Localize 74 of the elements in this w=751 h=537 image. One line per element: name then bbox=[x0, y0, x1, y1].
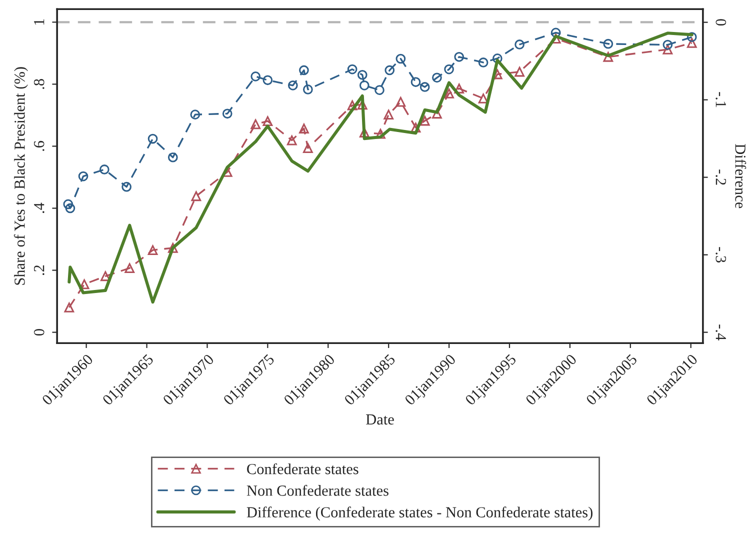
point bbox=[478, 94, 488, 104]
point bbox=[262, 75, 273, 86]
y-tick-label: 0 bbox=[34, 329, 44, 336]
point bbox=[603, 38, 614, 49]
legend-label: Non Confederate states bbox=[246, 484, 388, 496]
point bbox=[347, 100, 358, 110]
y-tick-label: 1 bbox=[34, 19, 44, 25]
point bbox=[299, 65, 309, 76]
point bbox=[410, 77, 421, 87]
point bbox=[250, 71, 261, 82]
point bbox=[686, 38, 697, 48]
x-axis-title: Date bbox=[366, 414, 394, 425]
legend-label: Difference (Confederate states - Non Confederate states) bbox=[246, 506, 592, 521]
y-axis-title: Share of Yes to Black President (%) bbox=[14, 67, 28, 285]
point bbox=[686, 32, 697, 42]
point bbox=[347, 64, 358, 74]
point bbox=[79, 279, 90, 290]
point bbox=[190, 110, 200, 120]
point bbox=[299, 124, 309, 134]
point bbox=[662, 40, 673, 50]
point bbox=[302, 84, 313, 94]
point bbox=[420, 82, 430, 92]
point bbox=[357, 70, 368, 80]
point bbox=[148, 134, 158, 144]
point bbox=[444, 88, 454, 98]
point bbox=[64, 302, 74, 312]
point bbox=[65, 203, 76, 214]
y2-axis-title: Difference bbox=[735, 144, 746, 208]
point bbox=[63, 199, 74, 210]
y2-tick-label: 0 bbox=[716, 19, 726, 26]
point bbox=[168, 243, 178, 253]
point bbox=[148, 245, 158, 256]
point bbox=[396, 96, 406, 107]
point bbox=[603, 52, 614, 62]
y2-tick-label: -.2 bbox=[716, 170, 726, 185]
point bbox=[359, 80, 370, 90]
y2-tick-label: -.1 bbox=[716, 92, 726, 108]
point bbox=[444, 64, 454, 74]
point bbox=[384, 110, 394, 120]
point bbox=[124, 263, 135, 274]
point bbox=[454, 52, 464, 62]
point bbox=[420, 116, 430, 126]
point bbox=[550, 28, 561, 38]
point bbox=[100, 271, 110, 282]
point bbox=[662, 44, 673, 54]
point bbox=[432, 72, 442, 83]
y-tick-label: .8 bbox=[34, 79, 44, 89]
point bbox=[384, 65, 395, 76]
point bbox=[78, 171, 88, 182]
y-tick-label: .4 bbox=[34, 202, 44, 213]
point bbox=[191, 191, 202, 202]
y-tick-label: .2 bbox=[34, 265, 44, 275]
point bbox=[514, 40, 524, 50]
point bbox=[286, 135, 297, 146]
y-tick-label: .6 bbox=[34, 140, 44, 151]
point bbox=[99, 164, 110, 174]
point bbox=[432, 108, 442, 119]
point bbox=[168, 152, 178, 162]
point bbox=[359, 128, 370, 138]
point bbox=[396, 54, 406, 64]
point bbox=[250, 119, 261, 130]
point bbox=[514, 66, 524, 77]
point bbox=[288, 80, 298, 90]
legend-label: Confederate states bbox=[247, 463, 358, 474]
y2-tick-label: -.3 bbox=[716, 247, 726, 262]
point bbox=[374, 85, 384, 96]
point bbox=[454, 84, 464, 94]
point bbox=[302, 143, 313, 153]
point bbox=[262, 116, 273, 126]
point bbox=[222, 108, 232, 119]
point bbox=[122, 182, 132, 192]
point bbox=[478, 58, 488, 68]
point bbox=[410, 122, 421, 133]
y2-tick-label: -.4 bbox=[716, 324, 726, 340]
